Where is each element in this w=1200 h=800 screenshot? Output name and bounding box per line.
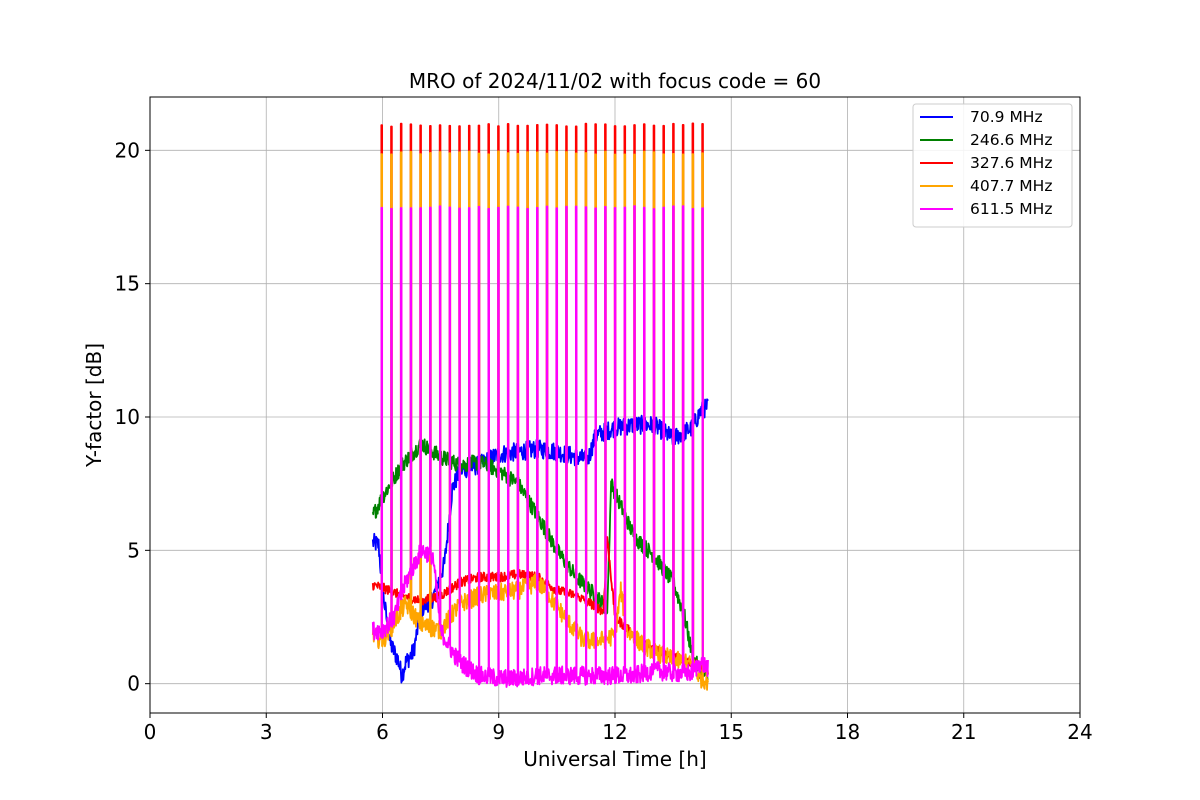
legend: 70.9 MHz 246.6 MHz 327.6 MHz 407.7 MHz 611.5… (912, 103, 1073, 228)
legend-label-0: 70.9 MHz (970, 108, 1043, 126)
y-axis-label: Y-factor [dB] (82, 343, 106, 468)
series-line-4 (371, 205, 709, 688)
series-line-1 (371, 438, 709, 681)
y-tick-label-1: 5 (127, 538, 140, 562)
y-axis-ticks: 0 5 10 15 20 (115, 138, 150, 696)
x-tick-label-6: 18 (835, 720, 860, 744)
y-tick-label-3: 15 (115, 272, 140, 296)
x-tick-label-1: 3 (260, 720, 273, 744)
x-axis-ticks: 0 3 6 9 12 15 18 21 24 (144, 713, 1093, 744)
x-tick-label-2: 6 (376, 720, 389, 744)
y-tick-label-2: 10 (115, 405, 140, 429)
x-tick-label-3: 9 (492, 720, 505, 744)
legend-label-4: 611.5 MHz (970, 200, 1052, 218)
legend-label-3: 407.7 MHz (970, 177, 1052, 195)
legend-label-2: 327.6 MHz (970, 154, 1052, 172)
x-axis-label: Universal Time [h] (523, 747, 706, 771)
y-tick-label-0: 0 (127, 672, 140, 696)
series-line-3 (371, 150, 709, 691)
legend-box (912, 103, 1073, 228)
plot-area (371, 122, 709, 691)
y-tick-label-4: 20 (115, 138, 140, 162)
x-tick-label-7: 21 (951, 720, 976, 744)
x-tick-label-0: 0 (144, 720, 157, 744)
series-group (371, 122, 709, 691)
series-line-0 (371, 398, 709, 684)
x-tick-label-8: 24 (1067, 720, 1092, 744)
x-tick-label-5: 15 (719, 720, 744, 744)
x-tick-label-4: 12 (602, 720, 627, 744)
legend-label-1: 246.6 MHz (970, 131, 1052, 149)
chart-title: MRO of 2024/11/02 with focus code = 60 (409, 69, 821, 93)
